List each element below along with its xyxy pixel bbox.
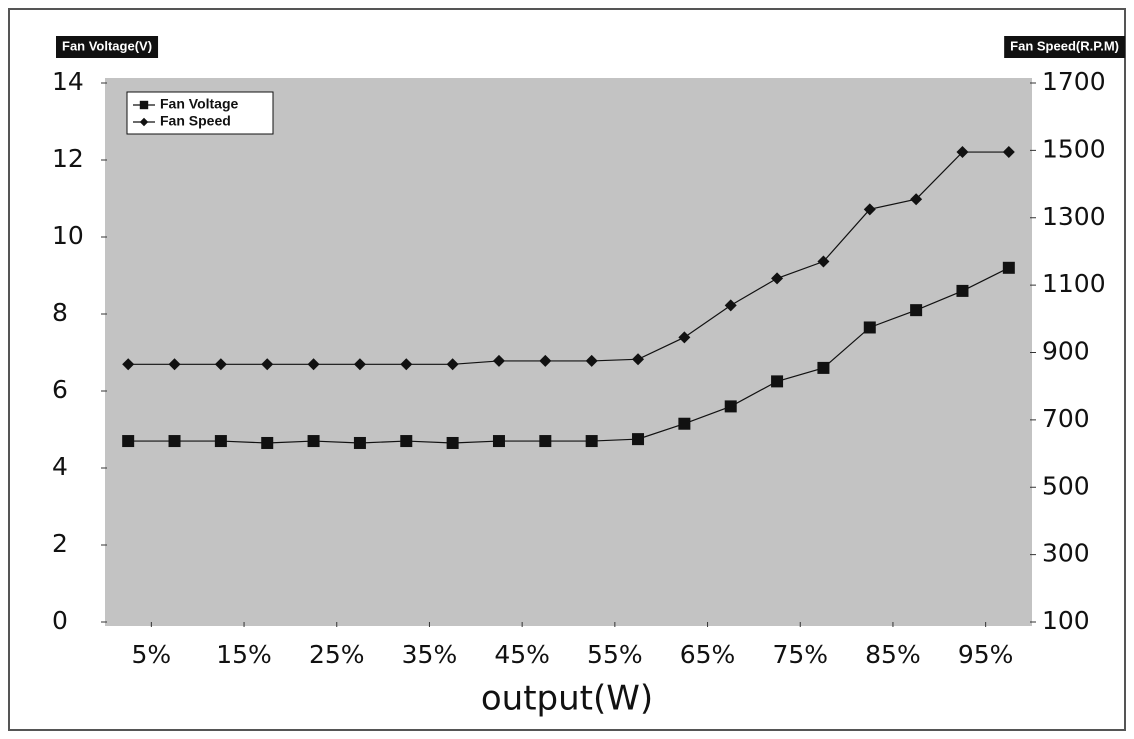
marker xyxy=(539,354,552,367)
marker xyxy=(956,284,969,297)
marker xyxy=(678,417,691,430)
marker xyxy=(307,435,320,448)
marker xyxy=(632,353,645,366)
marker xyxy=(400,358,413,371)
y-tick-label: 2 xyxy=(52,529,68,558)
x-tick-label: 25% xyxy=(309,640,365,669)
y2-tick-label: 500 xyxy=(1042,471,1090,500)
x-tick-label: 45% xyxy=(494,640,550,669)
marker xyxy=(400,435,413,448)
marker xyxy=(771,272,784,285)
y2-tick-label: 1700 xyxy=(1042,67,1106,96)
y2-tick-label: 100 xyxy=(1042,606,1090,635)
marker xyxy=(1002,261,1015,274)
marker xyxy=(353,358,366,371)
y-tick-label: 12 xyxy=(52,144,84,173)
x-tick-label: 35% xyxy=(402,640,458,669)
y2-tick-label: 300 xyxy=(1042,539,1090,568)
axis-title: Fan Voltage(V) xyxy=(62,38,152,53)
marker xyxy=(307,358,320,371)
marker xyxy=(910,304,923,317)
marker xyxy=(1002,146,1015,159)
marker xyxy=(910,193,923,206)
marker xyxy=(122,358,135,371)
marker xyxy=(214,358,227,371)
y-tick-label: 14 xyxy=(52,67,84,96)
y2-tick-label: 900 xyxy=(1042,337,1090,366)
marker xyxy=(539,435,552,448)
x-tick-label: 75% xyxy=(772,640,828,669)
legend-marker xyxy=(139,100,149,110)
marker xyxy=(492,435,505,448)
x-tick-label: 65% xyxy=(680,640,736,669)
y2-tick-label: 1500 xyxy=(1042,134,1106,163)
legend-label: Fan Speed xyxy=(160,113,231,129)
marker xyxy=(632,433,645,446)
marker xyxy=(585,354,598,367)
marker xyxy=(261,358,274,371)
marker xyxy=(585,435,598,448)
axis-title: Fan Speed(R.P.M) xyxy=(1010,38,1119,53)
x-tick-label: 95% xyxy=(958,640,1014,669)
axis-title-box xyxy=(56,36,159,58)
marker xyxy=(446,358,459,371)
y-tick-label: 4 xyxy=(52,452,68,481)
marker xyxy=(678,331,691,344)
x-tick-label: 85% xyxy=(865,640,921,669)
y-tick-label: 6 xyxy=(52,375,68,404)
marker xyxy=(446,436,459,449)
plot-area xyxy=(105,78,1032,626)
marker xyxy=(817,255,830,268)
y-tick-label: 0 xyxy=(52,606,68,635)
marker xyxy=(353,436,366,449)
legend-label: Fan Voltage xyxy=(160,96,239,112)
marker xyxy=(168,435,181,448)
marker xyxy=(492,354,505,367)
marker xyxy=(771,375,784,388)
y-tick-label: 8 xyxy=(52,298,68,327)
marker xyxy=(122,435,135,448)
legend-box xyxy=(126,91,274,135)
y2-tick-label: 700 xyxy=(1042,404,1090,433)
x-tick-label: 5% xyxy=(132,640,172,669)
x-tick-label: 15% xyxy=(216,640,272,669)
y2-tick-label: 1100 xyxy=(1042,269,1106,298)
y2-tick-label: 1300 xyxy=(1042,202,1106,231)
marker xyxy=(817,361,830,374)
marker xyxy=(214,435,227,448)
series-line xyxy=(128,151,1009,365)
marker xyxy=(863,203,876,216)
marker xyxy=(724,400,737,413)
y-tick-label: 10 xyxy=(52,221,84,250)
x-axis-title: output(W) xyxy=(481,679,653,719)
marker xyxy=(168,358,181,371)
marker xyxy=(724,299,737,312)
marker xyxy=(956,146,969,159)
axis-title-box xyxy=(1004,36,1125,58)
x-tick-label: 55% xyxy=(587,640,643,669)
series-line xyxy=(128,267,1010,444)
marker xyxy=(261,436,274,449)
marker xyxy=(863,321,876,334)
